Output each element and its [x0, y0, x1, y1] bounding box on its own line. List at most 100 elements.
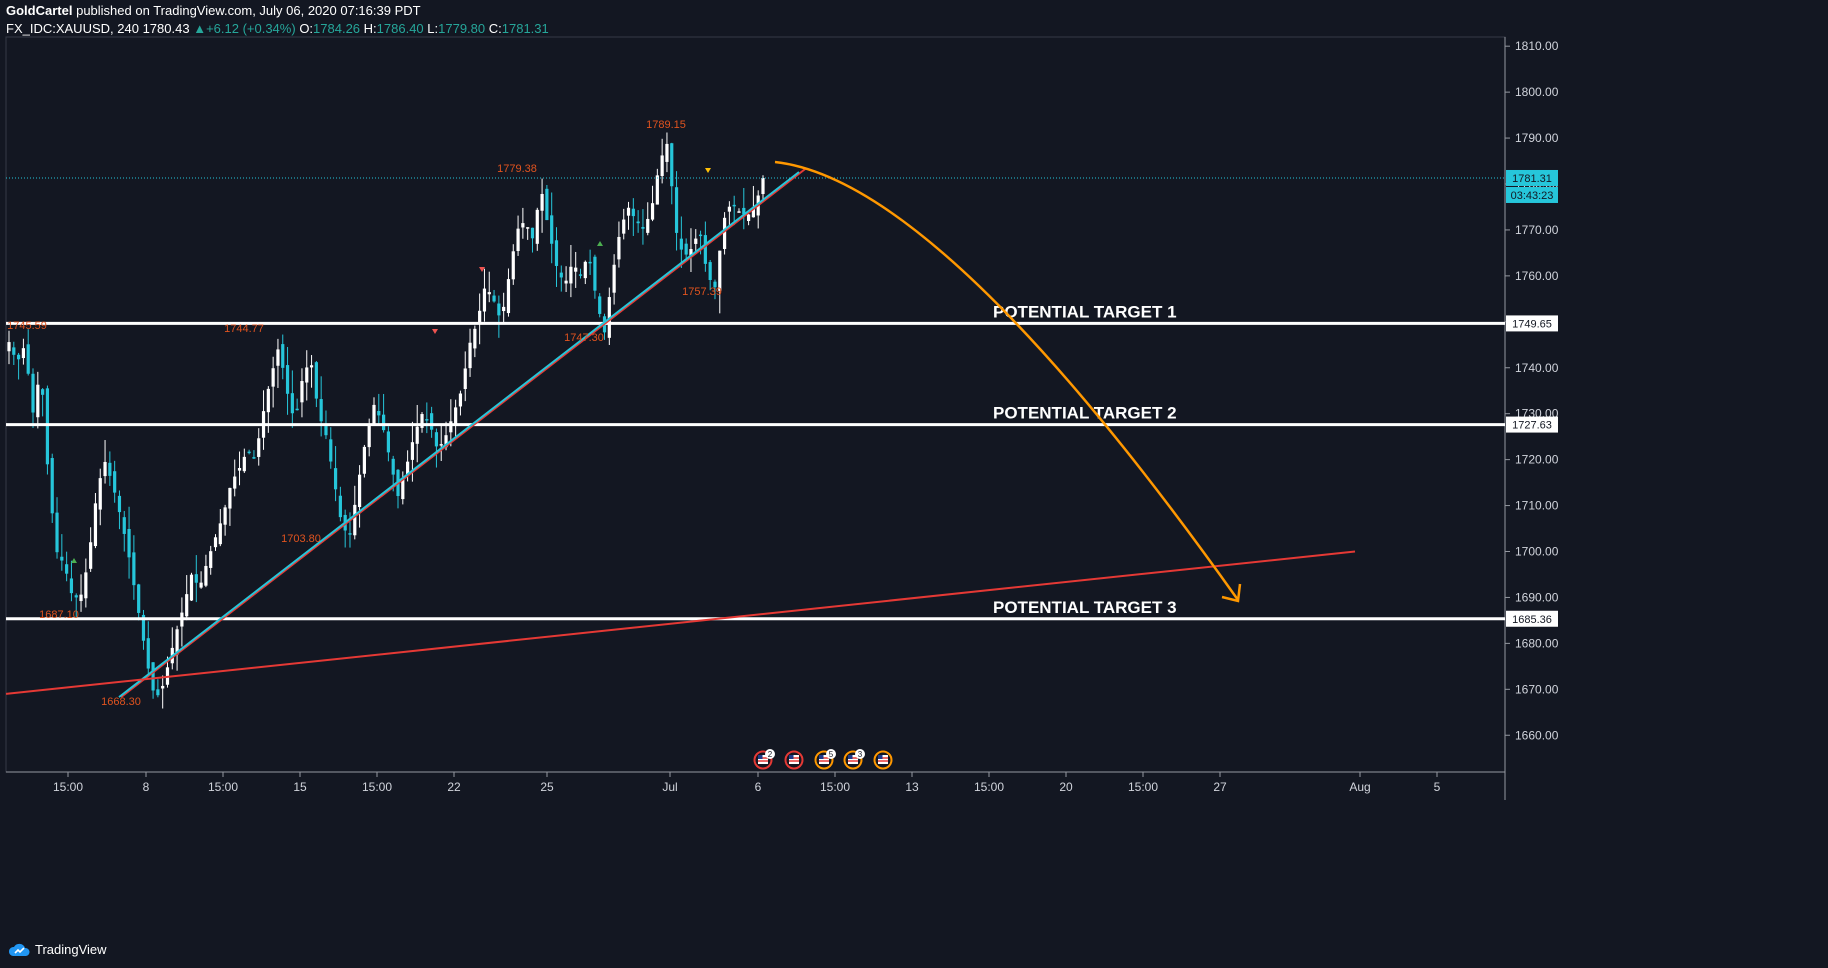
candle-body[interactable]	[463, 368, 467, 390]
candle-body[interactable]	[103, 461, 107, 477]
candle-body[interactable]	[593, 256, 597, 291]
candle-body[interactable]	[357, 474, 362, 508]
candle-body[interactable]	[367, 424, 371, 448]
candle-body[interactable]	[108, 462, 112, 476]
candle-body[interactable]	[223, 507, 227, 525]
candle-body[interactable]	[266, 388, 270, 413]
candle-body[interactable]	[69, 578, 74, 594]
candle-body[interactable]	[722, 217, 727, 249]
candle-body[interactable]	[79, 594, 83, 602]
candle-body[interactable]	[93, 503, 98, 547]
candle-body[interactable]	[156, 689, 160, 696]
candle-body[interactable]	[473, 328, 477, 349]
projection-arrow[interactable]	[774, 160, 1240, 601]
candle-body[interactable]	[492, 295, 496, 302]
candle-body[interactable]	[213, 537, 218, 548]
candle-body[interactable]	[674, 187, 679, 233]
candle-body[interactable]	[362, 446, 366, 474]
candle-body[interactable]	[122, 517, 126, 534]
candle-body[interactable]	[113, 471, 117, 493]
candle-body[interactable]	[420, 414, 424, 428]
candle-body[interactable]	[271, 368, 275, 387]
candle-body[interactable]	[646, 218, 650, 233]
candle-body[interactable]	[17, 354, 21, 360]
candle-body[interactable]	[689, 249, 693, 257]
candle-body[interactable]	[583, 261, 587, 279]
candle-body[interactable]	[468, 342, 472, 369]
candle-body[interactable]	[194, 574, 198, 583]
candle-body[interactable]	[242, 456, 246, 472]
candle-body[interactable]	[554, 240, 559, 266]
candle-body[interactable]	[151, 662, 155, 691]
candle-body[interactable]	[425, 419, 429, 421]
candle-body[interactable]	[309, 365, 314, 368]
candle-body[interactable]	[569, 266, 573, 284]
candle-body[interactable]	[36, 384, 40, 418]
candle-body[interactable]	[290, 393, 294, 414]
candle-body[interactable]	[237, 467, 242, 471]
candle-body[interactable]	[574, 267, 578, 272]
candle-body[interactable]	[612, 264, 616, 293]
candle-body[interactable]	[550, 215, 554, 244]
candle-body[interactable]	[727, 206, 731, 212]
candle-body[interactable]	[285, 365, 290, 394]
candle-body[interactable]	[684, 243, 688, 255]
candle-body[interactable]	[372, 404, 376, 425]
candle-body[interactable]	[650, 203, 655, 220]
candle-body[interactable]	[189, 574, 194, 601]
candle-body[interactable]	[530, 227, 535, 239]
candle-body[interactable]	[401, 479, 405, 500]
candle-body[interactable]	[84, 572, 88, 599]
candle-body[interactable]	[761, 177, 765, 194]
candle-body[interactable]	[708, 262, 712, 280]
candle-body[interactable]	[132, 552, 136, 586]
candle-body[interactable]	[146, 638, 150, 669]
candle-body[interactable]	[478, 310, 482, 324]
candle-body[interactable]	[228, 487, 232, 509]
candle-body[interactable]	[295, 408, 299, 411]
candle-body[interactable]	[50, 458, 54, 514]
candle-body[interactable]	[276, 349, 280, 366]
candle-body[interactable]	[377, 410, 381, 416]
candle-body[interactable]	[127, 529, 131, 558]
candle-body[interactable]	[732, 204, 736, 207]
candle-body[interactable]	[641, 226, 645, 229]
candle-body[interactable]	[305, 367, 309, 383]
candle-body[interactable]	[65, 564, 69, 574]
candle-body[interactable]	[598, 296, 602, 314]
candle-body[interactable]	[218, 523, 222, 545]
candle-body[interactable]	[31, 373, 35, 413]
candle-body[interactable]	[209, 551, 213, 568]
candle-body[interactable]	[141, 614, 146, 641]
candle-body[interactable]	[247, 451, 251, 454]
candle-body[interactable]	[521, 223, 525, 228]
candle-body[interactable]	[559, 272, 563, 278]
candle-body[interactable]	[526, 227, 530, 229]
candle-body[interactable]	[26, 344, 30, 374]
candle-body[interactable]	[660, 155, 664, 177]
candle-body[interactable]	[588, 261, 592, 264]
candle-body[interactable]	[502, 306, 506, 312]
candle-body[interactable]	[300, 381, 304, 403]
candle-body[interactable]	[55, 512, 59, 553]
candle-body[interactable]	[617, 236, 621, 260]
candle-body[interactable]	[698, 234, 703, 237]
candle-body[interactable]	[434, 432, 439, 447]
candle-body[interactable]	[458, 393, 463, 407]
candle-body[interactable]	[60, 556, 64, 561]
candle-body[interactable]	[751, 208, 755, 218]
candle-body[interactable]	[329, 439, 333, 462]
candle-body[interactable]	[98, 478, 102, 510]
candle-body[interactable]	[718, 250, 722, 291]
candle-body[interactable]	[406, 461, 410, 477]
rising-trendline[interactable]	[118, 171, 800, 698]
candle-body[interactable]	[199, 582, 203, 588]
candle-body[interactable]	[487, 292, 491, 295]
candle-body[interactable]	[482, 288, 487, 312]
candle-body[interactable]	[655, 175, 659, 205]
candle-body[interactable]	[74, 595, 78, 598]
candle-body[interactable]	[281, 344, 285, 368]
candle-body[interactable]	[185, 594, 189, 617]
candle-body[interactable]	[117, 495, 122, 513]
